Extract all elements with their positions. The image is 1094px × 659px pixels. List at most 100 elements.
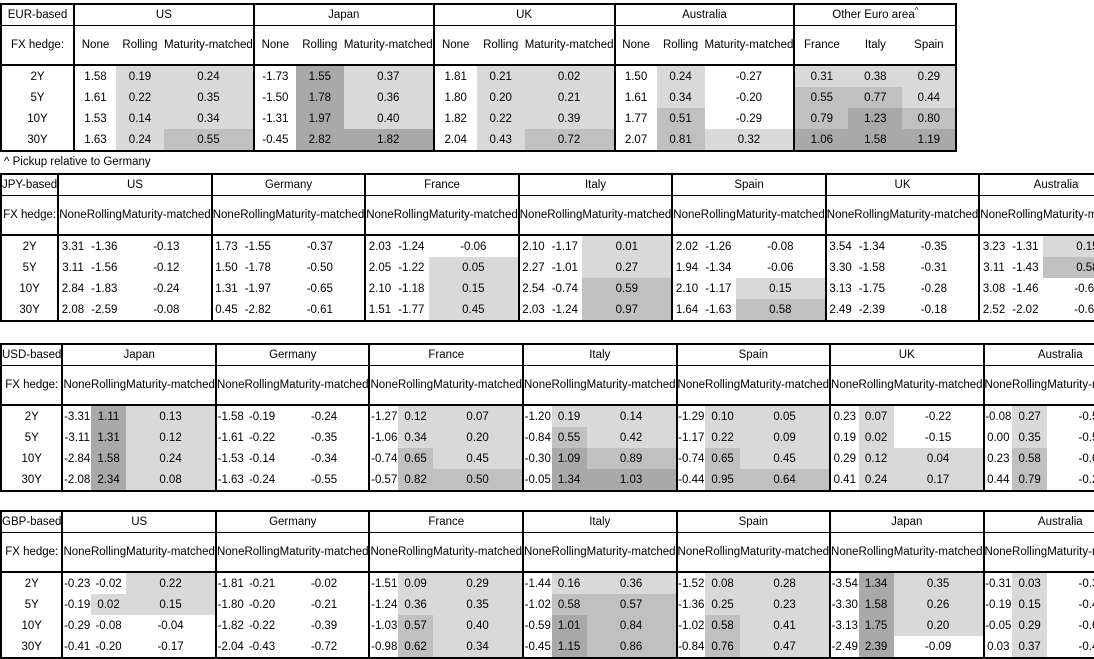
column-header: Rolling [397, 365, 434, 406]
country-header: Spain [671, 174, 826, 196]
country-name: Italy [589, 349, 611, 361]
country-name: US [126, 179, 143, 191]
data-cell: -3.11 [61, 427, 91, 448]
data-cell: 0.59 [582, 278, 673, 299]
column-header: None [671, 195, 701, 236]
data-cell: 0.29 [1012, 615, 1048, 636]
data-cell: 0.55 [164, 129, 254, 151]
data-cell: -0.23 [61, 572, 91, 594]
data-cell: 0.19 [116, 65, 164, 87]
data-cell: 0.40 [433, 615, 523, 636]
data-cell: -2.84 [61, 448, 91, 469]
data-cell: 0.65 [397, 448, 434, 469]
data-cell: 2.04 [432, 129, 477, 151]
row-label: 2Y [1, 572, 64, 594]
data-cell: 1.82 [432, 108, 477, 129]
country-name: Italy [589, 516, 611, 528]
table-row: 30Y -2.08 2.34 0.08 -1.63 -0.24 -0.55 -0.57 0.82… [1, 469, 1094, 491]
data-cell: 2.39 [858, 636, 894, 658]
column-header: Rolling [90, 365, 127, 406]
section-label: USD-based [1, 344, 64, 366]
data-cell: 0.05 [428, 257, 519, 278]
data-cell: 0.38 [848, 65, 903, 87]
data-cell: 0.86 [586, 636, 677, 658]
data-cell: 0.45 [740, 448, 831, 469]
data-cell: -1.43 [1012, 261, 1039, 274]
data-cell: 3.13 [824, 278, 855, 299]
data-cell: -1.81 [214, 572, 245, 594]
section-label: GBP-based [1, 511, 64, 533]
data-cell: 0.55 [793, 87, 849, 108]
row-label: 2Y [1, 405, 64, 427]
data-cell: -0.05 [982, 615, 1013, 636]
data-cell: 1.50 [613, 65, 657, 87]
data-cell: -1.51 [368, 572, 398, 594]
data-cell: -0.19 [982, 594, 1013, 615]
table-row: 2Y 1.58 0.19 0.24 -1.73 1.55 0.37 1.81 0.21 0.02 1… [1, 65, 957, 87]
table-row: 5Y 1.61 0.22 0.35 -1.50 1.78 0.36 1.80 0.20 0.21 1… [1, 87, 957, 108]
data-cell: -0.72 [310, 640, 338, 653]
data-cell: -1.24 [368, 594, 398, 615]
data-cell: -2.39 [858, 303, 885, 316]
data-cell: 0.45 [210, 299, 241, 321]
data-cell: 0.22 [705, 427, 741, 448]
data-cell: 0.08 [705, 572, 741, 594]
data-cell: 2.34 [90, 469, 127, 491]
data-cell: 0.77 [848, 87, 903, 108]
yield-pickup-tables-page: EUR-based US Japan UK Australia Other Euro ar… [0, 3, 1094, 659]
data-cell: 1.01 [551, 615, 587, 636]
column-header: Spain [902, 25, 957, 66]
data-cell: 0.58 [551, 594, 587, 615]
column-header: Rolling [295, 25, 344, 66]
fx-hedge-label: FX hedge: [1, 532, 64, 573]
country-name: Germany [264, 179, 313, 191]
country-header-row: EUR-based US Japan UK Australia Other Euro ar… [1, 4, 957, 26]
column-header: None [252, 25, 296, 66]
data-cell: 1.61 [613, 87, 657, 108]
country-name: France [424, 179, 460, 191]
country-header-row: JPY-based US Germany France Italy Spain UK Aust… [1, 174, 1094, 196]
data-cell: 1.94 [671, 257, 701, 278]
data-cell: 0.24 [656, 65, 705, 87]
column-header: Maturity-matched [735, 195, 826, 236]
country-name: UK [898, 349, 915, 361]
data-cell: 0.21 [476, 65, 525, 87]
row-label: 5Y [1, 257, 60, 278]
data-cell: 0.22 [126, 572, 216, 594]
data-cell: -0.27 [735, 70, 763, 83]
data-cell: 2.84 [57, 278, 87, 299]
data-cell: -0.55 [1078, 431, 1094, 444]
data-cell: -1.31 [252, 108, 296, 129]
data-cell: -1.56 [91, 261, 118, 274]
data-cell: -0.66 [1074, 303, 1094, 316]
data-cell: -0.29 [735, 112, 763, 125]
country-header: US [73, 4, 254, 26]
column-header: None [517, 195, 548, 236]
column-header: None [978, 195, 1008, 236]
data-cell: 0.37 [1012, 636, 1048, 658]
column-header: Maturity-matched [343, 25, 434, 66]
data-cell: 0.24 [116, 129, 164, 151]
row-label: 10Y [1, 615, 64, 636]
column-header: Maturity-matched [740, 365, 831, 406]
data-cell: 0.09 [397, 572, 434, 594]
data-cell: -0.28 [920, 282, 947, 295]
column-header: Rolling [656, 25, 705, 66]
data-cell: 0.57 [397, 615, 434, 636]
fx-hedge-label: FX hedge: [1, 25, 75, 66]
column-header: Rolling [86, 195, 122, 236]
data-cell: 0.12 [397, 405, 434, 427]
data-cell: 1.77 [613, 108, 657, 129]
table-row: 30Y 2.08 -2.59 -0.08 0.45 -2.82 -0.61 1.51 -1.77… [1, 299, 1094, 321]
data-cell: -1.22 [398, 261, 425, 274]
data-cell: 0.62 [397, 636, 434, 658]
row-label: 10Y [1, 448, 64, 469]
data-cell: -0.04 [157, 619, 184, 632]
data-cell: 0.22 [476, 108, 525, 129]
data-cell: 0.17 [893, 469, 984, 491]
column-header: None [214, 365, 245, 406]
data-cell: -1.17 [705, 282, 732, 295]
data-cell: 0.26 [893, 594, 984, 615]
table-row: 30Y 1.63 0.24 0.55 -0.45 2.82 1.82 2.04 0.43 0.72… [1, 129, 957, 151]
country-header: Japan [252, 4, 434, 26]
